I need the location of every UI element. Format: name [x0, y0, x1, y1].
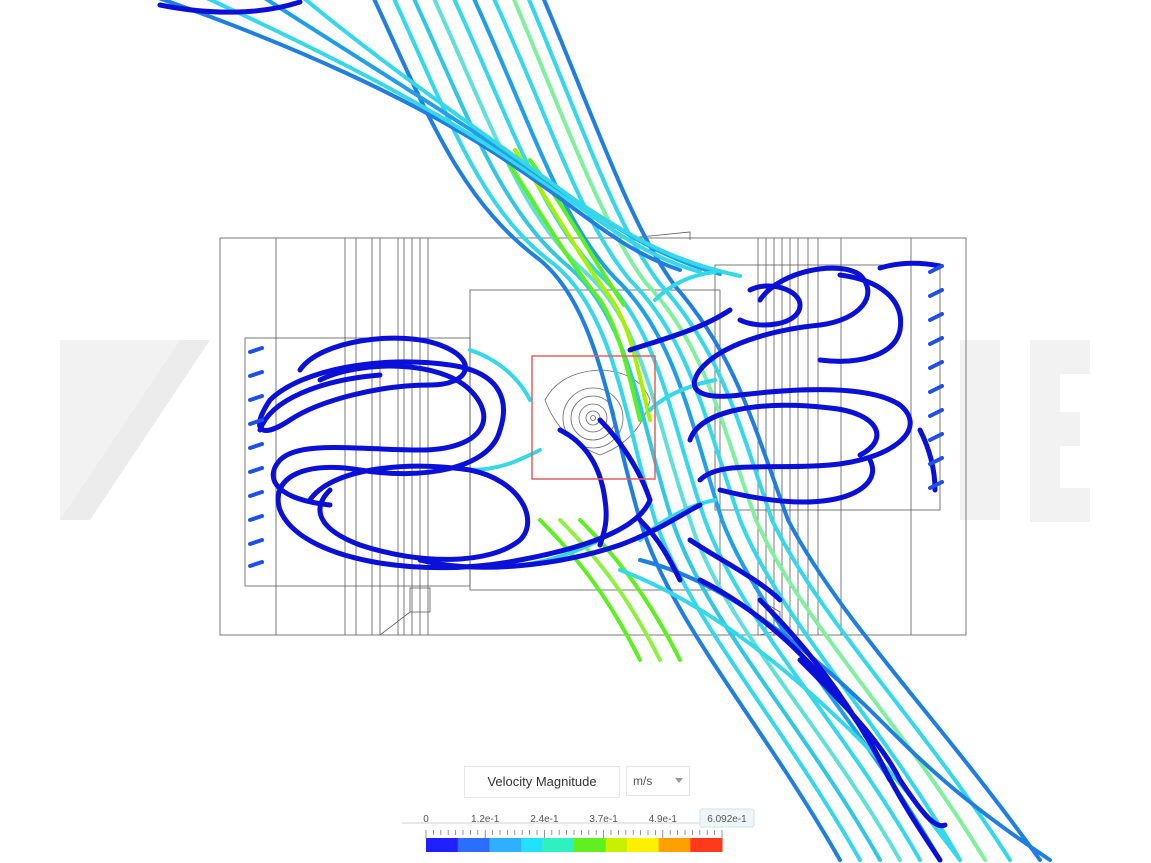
selection-box[interactable]: [531, 355, 656, 480]
colorbar-segment: [711, 838, 723, 852]
colorbar-max-box[interactable]: [699, 808, 755, 828]
colorbar-tick-label: 4.9e-1: [649, 814, 678, 825]
colorbar-segment: [690, 838, 702, 852]
colorbar-segment: [574, 838, 586, 852]
colorbar-segment: [552, 838, 564, 852]
colorbar-tick-label: 1.2e-1: [471, 814, 500, 825]
colorbar-segment: [626, 838, 638, 852]
colorbar-tick-label: 3.7e-1: [589, 814, 618, 825]
colorbar-segment: [447, 838, 459, 852]
chevron-down-icon: [675, 778, 683, 783]
colorbar-segment: [510, 838, 522, 852]
colorbar-segment: [436, 838, 448, 852]
edge-stubs: [248, 264, 944, 568]
colorbar-segment: [700, 838, 712, 852]
colorbar-segment: [605, 838, 617, 852]
colorbar-title[interactable]: Velocity Magnitude: [464, 766, 620, 798]
colorbar-segment: [457, 838, 469, 852]
slow-recirculation-loops: [257, 260, 943, 603]
colorbar-segment: [679, 838, 691, 852]
diagonal-streamline-bundle: [157, 0, 1052, 863]
colorbar-segment: [426, 838, 438, 852]
colorbar-segment: [658, 838, 670, 852]
simscale-logo-watermark: [60, 340, 1090, 522]
colorbar-segment: [637, 838, 649, 852]
colorbar-segment: [563, 838, 575, 852]
colorbar-tick-label: 2.4e-1: [530, 814, 559, 825]
colorbar-segment: [616, 838, 628, 852]
colorbar-segment: [595, 838, 607, 852]
colorbar-segment: [489, 838, 501, 852]
colorbar-segment: [468, 838, 480, 852]
colorbar-legend: Velocity Magnitude m/s 0 1.2e-1 2.4e-1 3.7e…: [398, 764, 768, 860]
colorbar-segment: [584, 838, 596, 852]
colorbar-segment: [542, 838, 554, 852]
unit-label: m/s: [633, 774, 653, 788]
colorbar-segment: [669, 838, 681, 852]
colorbar-scale: 0 1.2e-1 2.4e-1 3.7e-1 4.9e-1 6.092e-1: [402, 808, 755, 852]
colorbar-segment: [478, 838, 490, 852]
colorbar-tick-label: 0: [423, 814, 429, 825]
colorbar-segment: [531, 838, 543, 852]
colorbar-segment: [500, 838, 512, 852]
colorbar-max-label[interactable]: 6.092e-1: [707, 814, 747, 825]
colorbar-segment: [648, 838, 660, 852]
unit-dropdown[interactable]: m/s: [626, 766, 690, 796]
colorbar-segment: [521, 838, 533, 852]
